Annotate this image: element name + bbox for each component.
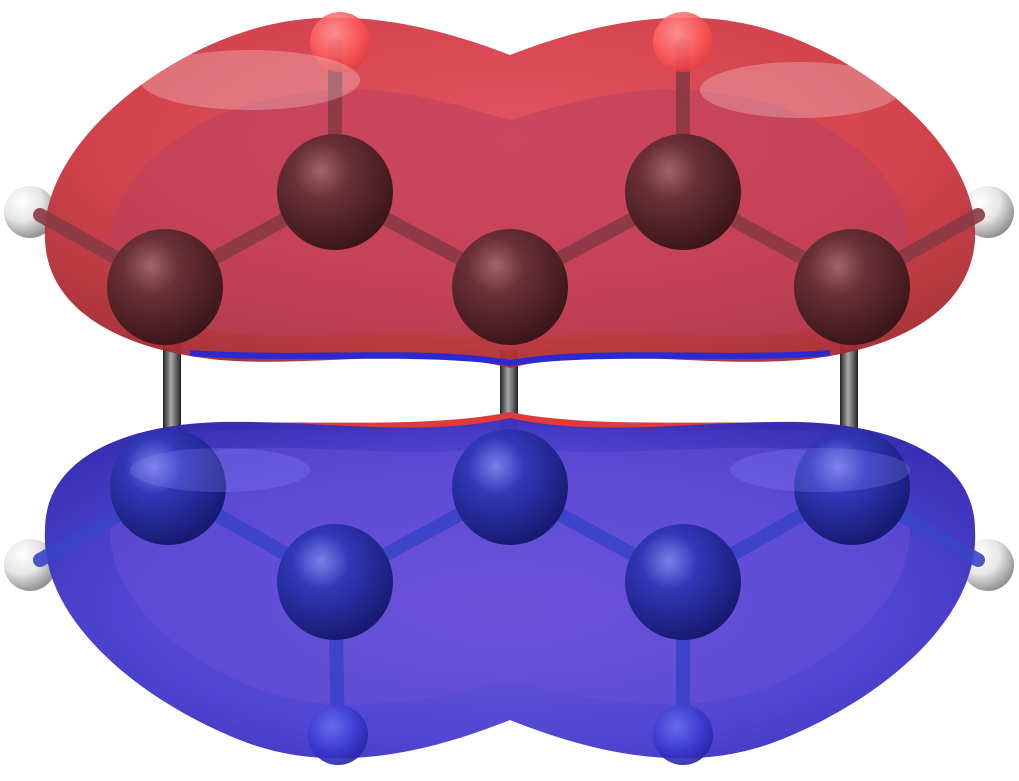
carbon-atom [625, 524, 741, 640]
hydrogen-atom [962, 186, 1014, 238]
carbon-atom [625, 134, 741, 250]
highlight [130, 448, 310, 492]
hydrogen-atom [4, 186, 56, 238]
lower-lobe-inner-glow [110, 445, 910, 705]
carbon-atom [277, 524, 393, 640]
carbon-atom [452, 429, 568, 545]
highlight [730, 448, 910, 492]
hydrogen-atom [308, 705, 368, 765]
lobe-highlights [130, 50, 910, 492]
carbon-atom [107, 229, 223, 345]
upper-lobe-underside [190, 350, 830, 366]
highlight [140, 50, 360, 110]
interlayer-bonds [163, 340, 858, 435]
carbon-atom [452, 229, 568, 345]
highlight [700, 62, 900, 118]
upper-ring-atoms [107, 12, 910, 345]
lower-ring-atoms [110, 429, 910, 765]
carbon-atom [794, 429, 910, 545]
interlayer-bond [500, 350, 518, 430]
carbon-atom [110, 429, 226, 545]
hydrogen-atom [653, 705, 713, 765]
outer-hydrogens [4, 186, 1014, 591]
hydrogen-atom [310, 12, 370, 72]
lower-orbital-lobe [44, 412, 976, 759]
hydrogen-atom [653, 12, 713, 72]
interlayer-bond [840, 340, 858, 435]
carbon-atom [794, 229, 910, 345]
interlayer-bond [163, 340, 181, 435]
carbon-atom [277, 134, 393, 250]
